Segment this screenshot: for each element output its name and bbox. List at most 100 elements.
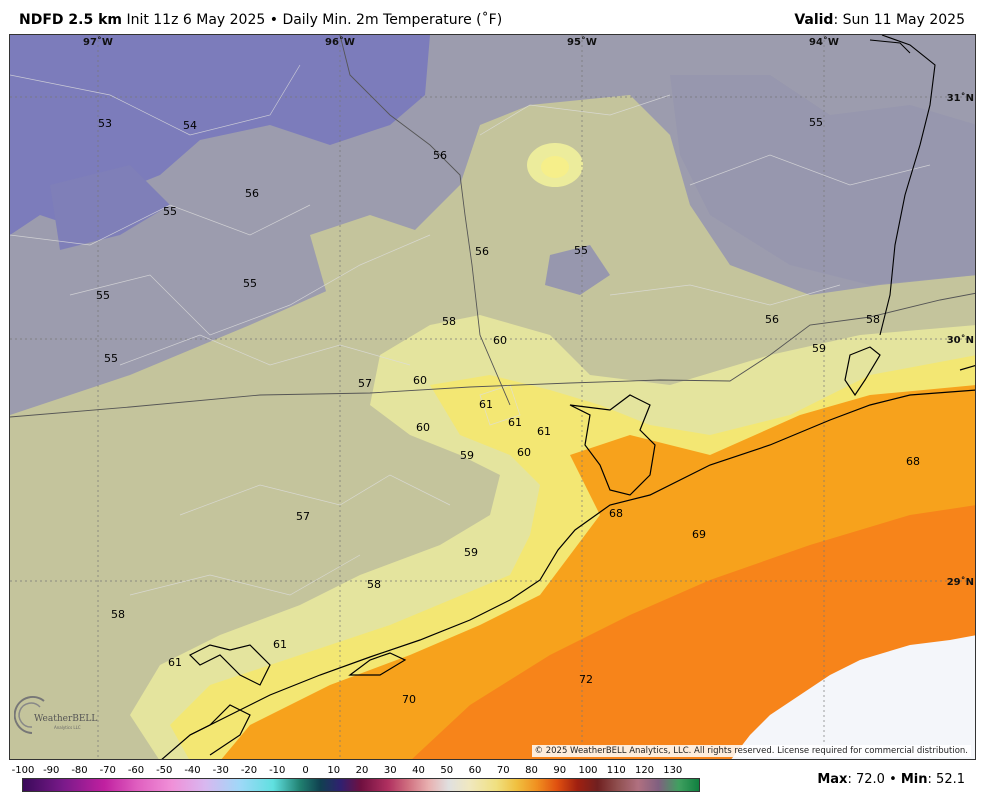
colorbar-tick: 80	[525, 765, 538, 776]
temp-value-label: 56	[245, 187, 259, 200]
lon-label-97: 97˚W	[83, 36, 113, 48]
graticule	[10, 35, 975, 759]
temp-value-label: 60	[413, 374, 427, 387]
colorbar-tick: 70	[496, 765, 510, 776]
weatherbell-logo: WeatherBELL Analytics LLC	[14, 693, 104, 737]
colorbar-tick: 130	[663, 765, 683, 776]
temp-value-label: 69	[692, 528, 706, 541]
temp-value-label: 68	[906, 455, 920, 468]
colorbar-ticks: -100 -90 -80 -70 -60 -50 -40 -30 -20 -10 0 10 20 30 40…	[12, 765, 700, 777]
colorbar-tick: -80	[71, 765, 88, 776]
colorbar-tick: 40	[412, 765, 425, 776]
colorbar-tick: -50	[156, 765, 173, 776]
temp-value-label: 55	[96, 289, 110, 302]
value-labels: 53 54 56 55 56 55 56 55 55 55 55 58 60 56 58 59 57 60 61 61…	[96, 116, 920, 706]
temp-value-label: 58	[442, 315, 456, 328]
cool-patch	[545, 245, 610, 295]
temp-value-label: 55	[574, 244, 588, 257]
colorbar-tick: 50	[440, 765, 454, 776]
colorbar-tick: 120	[634, 765, 655, 776]
map-canvas: 97˚W 96˚W 95˚W 94˚W 31˚N 30˚N 29˚N 53 545…	[10, 35, 975, 759]
colorbar-tick: 0	[302, 765, 309, 776]
model-name: NDFD 2.5 km	[19, 12, 122, 28]
colorbar-tick: 10	[327, 765, 341, 776]
temp-value-label: 61	[168, 656, 182, 669]
temp-value-label: 55	[104, 352, 118, 365]
cold-region-w	[50, 165, 170, 250]
copyright-notice: © 2025 WeatherBELL Analytics, LLC. All r…	[531, 745, 971, 757]
lon-label-94: 94˚W	[809, 36, 839, 48]
temp-value-label: 60	[517, 446, 531, 459]
stats-separator: •	[889, 772, 897, 787]
lon-label-95: 95˚W	[567, 36, 597, 48]
temp-value-label: 54	[183, 119, 197, 132]
valid-time: Valid: Sun 11 May 2025	[794, 12, 965, 28]
temp-value-label: 70	[402, 693, 416, 706]
logo-subtext: Analytics LLC	[54, 725, 81, 730]
mild-region-2	[310, 215, 470, 305]
temp-value-label: 55	[809, 116, 823, 129]
valid-value: : Sun 11 May 2025	[833, 12, 965, 28]
temp-value-label: 58	[367, 578, 381, 591]
max-min-stats: Max: 72.0 • Min: 52.1	[817, 772, 965, 787]
temp-value-label: 56	[475, 245, 489, 258]
colorbar-tick: -90	[43, 765, 60, 776]
temp-value-label: 60	[493, 334, 507, 347]
colorbar-tick: -40	[184, 765, 201, 776]
temp-value-label: 56	[765, 313, 779, 326]
colorbar-tick: -60	[127, 765, 145, 776]
temp-value-label: 55	[163, 205, 177, 218]
colorbar-tick: 20	[355, 765, 369, 776]
temp-value-label: 59	[464, 546, 478, 559]
temp-value-label: 57	[296, 510, 310, 523]
colorbar-tick: 90	[553, 765, 567, 776]
colorbar-tick: 110	[606, 765, 626, 776]
min-value: : 52.1	[927, 772, 965, 787]
lat-label-29: 29˚N	[947, 576, 974, 588]
colorbar-tick: -10	[269, 765, 286, 776]
temp-value-label: 59	[812, 342, 826, 355]
cool-region-ne	[670, 75, 975, 285]
colorbar-tick: -20	[240, 765, 258, 776]
no-data-region	[731, 635, 975, 759]
county-lines	[10, 64, 931, 596]
temp-value-label: 55	[243, 277, 257, 290]
temp-value-label: 57	[358, 377, 372, 390]
warm-spot-core	[541, 156, 569, 178]
temp-value-label: 61	[479, 398, 493, 411]
major-boundaries	[10, 35, 975, 418]
temp-value-label: 72	[579, 673, 593, 686]
separator: •	[269, 12, 278, 28]
colorbar-tick: -70	[99, 765, 116, 776]
colorbar-tick: 30	[383, 765, 397, 776]
logo-text: WeatherBELL	[34, 714, 97, 724]
colorbar-tick: -30	[212, 765, 229, 776]
temp-value-label: 58	[866, 313, 880, 326]
lat-label-31: 31˚N	[947, 92, 974, 104]
temp-value-label: 61	[508, 416, 522, 429]
temp-value-label: 58	[111, 608, 125, 621]
max-label: Max	[817, 772, 848, 787]
temp-value-label: 68	[609, 507, 623, 520]
state-border	[879, 35, 936, 336]
temp-value-label: 56	[433, 149, 447, 162]
coastline	[161, 346, 975, 759]
temp-value-label: 53	[98, 117, 112, 130]
valid-label: Valid	[794, 12, 834, 28]
min-label: Min	[900, 772, 928, 787]
max-value: : 72.0	[847, 772, 885, 787]
colorbar	[22, 778, 700, 792]
colorbar-tick: -100	[11, 765, 35, 776]
colorbar-tick: 60	[468, 765, 482, 776]
lat-label-30: 30˚N	[947, 334, 974, 346]
temp-value-label: 60	[416, 421, 430, 434]
header: NDFD 2.5 km Init 11z 6 May 2025 • Daily …	[0, 0, 984, 34]
colorbar-tick: 100	[578, 765, 598, 776]
init-time: Init 11z 6 May 2025	[126, 12, 266, 28]
lon-label-96: 96˚W	[325, 36, 355, 48]
deep-orange-region	[412, 505, 975, 759]
temperature-map[interactable]: 97˚W 96˚W 95˚W 94˚W 31˚N 30˚N 29˚N 53 54 5…	[9, 34, 976, 760]
temp-value-label: 59	[460, 449, 474, 462]
temp-value-label: 61	[537, 425, 551, 438]
map-title: NDFD 2.5 km Init 11z 6 May 2025 • Daily …	[19, 12, 502, 28]
